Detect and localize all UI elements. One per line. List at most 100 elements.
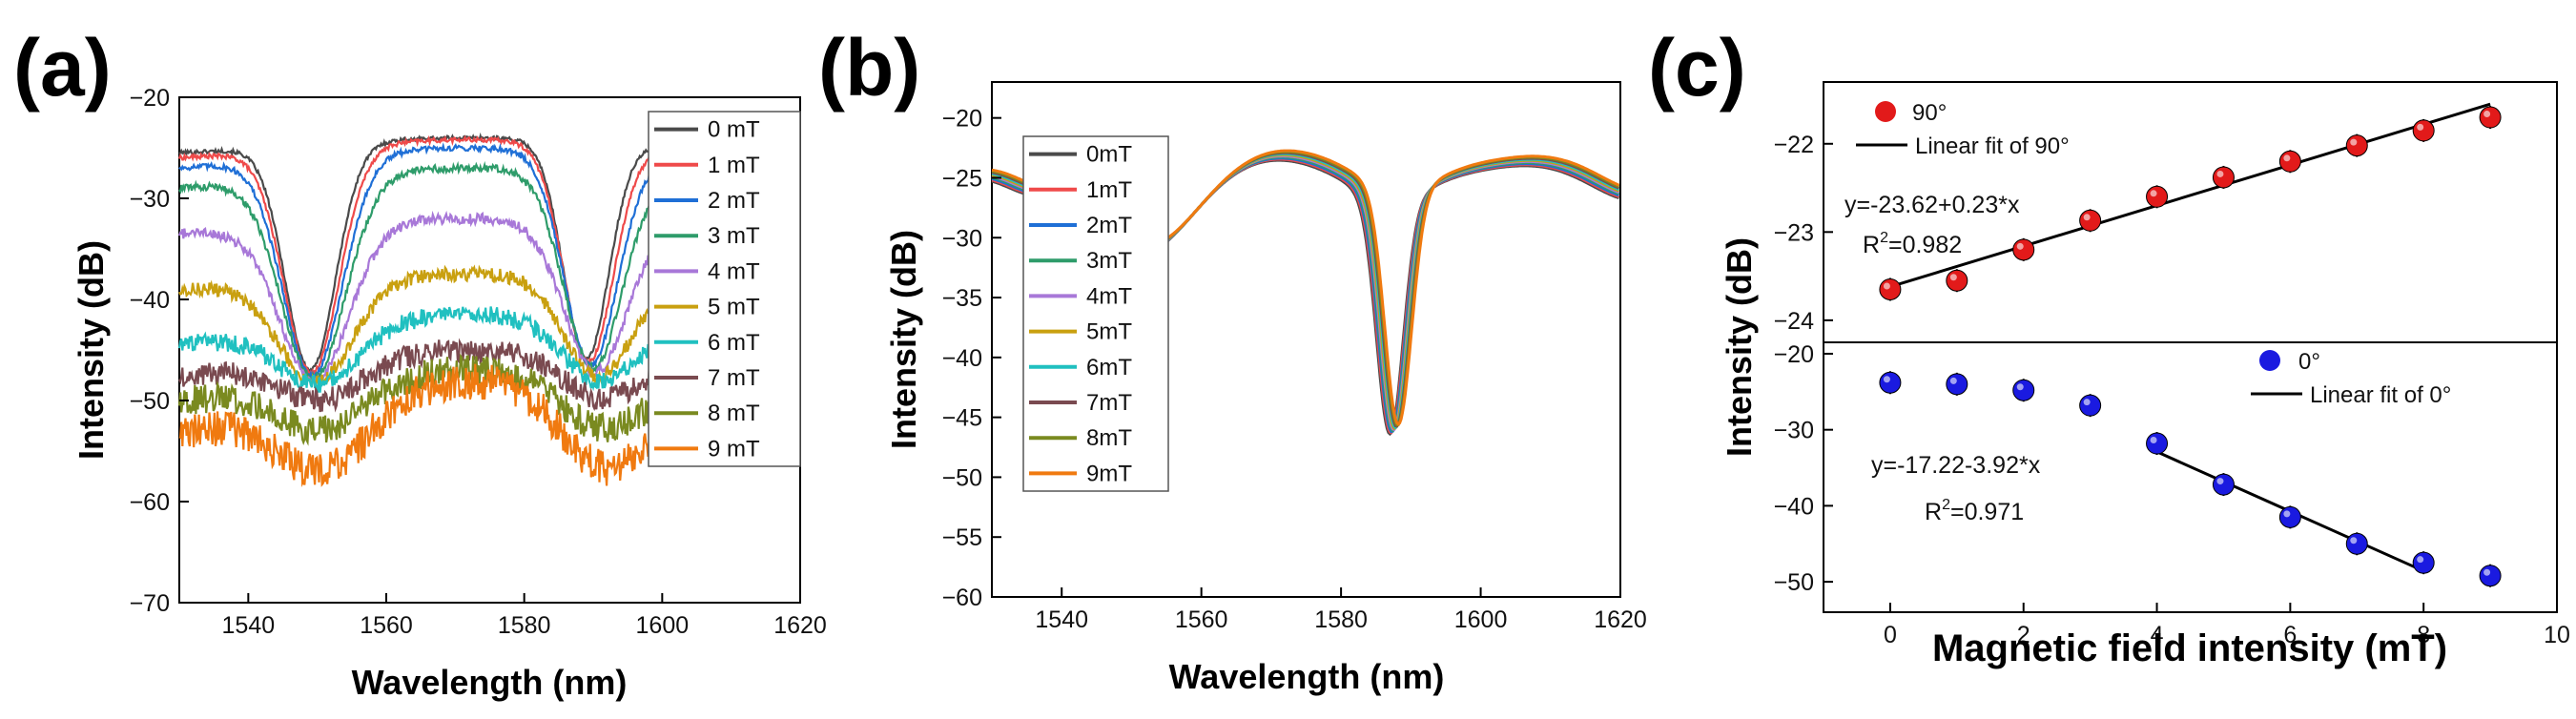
panel-a-legend-label: 7 mT	[708, 365, 760, 391]
panel-c-90-point-highlight	[1949, 274, 1957, 281]
panel-c-90-point	[2012, 238, 2035, 261]
panel-b-chart: 1540 1560 1580 1600 1620 −20 −25 −30 −35 −40 −45 −5…	[884, 81, 1647, 696]
panel-a-ylabel: Intensity (dB)	[72, 240, 111, 460]
panel-a-legend-label: 9 mT	[708, 436, 760, 462]
panel-c-90-point-highlight	[2417, 123, 2424, 131]
panel-c-90-point	[2146, 185, 2169, 208]
panel-b-legend-label: 3mT	[1086, 248, 1132, 274]
panel-c-90-point-highlight	[2483, 111, 2491, 118]
panel-a-legend-label: 0 mT	[708, 117, 760, 143]
legend-90-label: 90°	[1912, 100, 1947, 126]
equation-90: y=-23.62+0.23*x	[1844, 192, 2020, 218]
panel-c-0-point	[1946, 373, 1968, 396]
panel-c-90-point	[2345, 134, 2368, 157]
panel-c-0-point	[2479, 565, 2502, 587]
panel-a-ytick-label: −30	[130, 186, 170, 213]
panel-a-ytick-label: −50	[130, 388, 170, 415]
panel-c-bottom-ytick-label: −40	[1774, 493, 1814, 520]
panel-a-chart: 1540 1560 1580 1600 1620 −20 −30 −40 −50 −60 −70 0…	[72, 85, 827, 702]
legend-90-fit-label: Linear fit of 90°	[1915, 134, 2070, 159]
panel-b-legend-label: 9mT	[1086, 461, 1132, 486]
panel-c-0-point-highlight	[2016, 383, 2024, 391]
panel-c-0-point-highlight	[2150, 437, 2157, 444]
panel-c-90-point	[2412, 119, 2435, 142]
panel-a-legend-label: 5 mT	[708, 295, 760, 320]
panel-c-chart: −24 −23 −22 0 2 4 6 8 10 −20 −30 −40 −50 90° Linear …	[1720, 81, 2570, 669]
panel-a-legend: 0 mT 1 mT 2 mT 3 mT 4 mT 5 mT 6 mT 7 mT 8 mT 9 mT	[648, 111, 801, 467]
panel-b-legend-label: 1mT	[1086, 177, 1132, 203]
panel-a-xtick-label: 1560	[360, 612, 413, 639]
r2-90: R2=0.982	[1863, 230, 1962, 258]
panel-c-90-point-highlight	[2016, 242, 2024, 250]
panel-a-xtick-label: 1580	[498, 612, 551, 639]
panel-b-ytick-label: −20	[942, 106, 982, 133]
panel-c-top-ytick-label: −23	[1774, 219, 1814, 246]
panel-c-90-point-highlight	[2083, 214, 2091, 221]
panel-c-top-ytick-label: −24	[1774, 308, 1815, 335]
panel-c-0-point	[2278, 505, 2301, 528]
panel-c-90-point	[1879, 277, 1902, 300]
panel-b-legend-label: 7mT	[1086, 390, 1132, 416]
legend-0-fit-label: Linear fit of 0°	[2310, 382, 2451, 408]
panel-c-90-point	[2212, 166, 2235, 189]
panel-c-bottom-xtick-label: 6	[2283, 622, 2297, 648]
panel-a-ytick-label: −20	[130, 85, 170, 112]
panel-a-xtick-label: 1600	[636, 612, 690, 639]
panel-c-90-point	[2079, 209, 2102, 232]
panel-c-90-point-highlight	[2283, 154, 2291, 162]
panel-c-90-point-highlight	[2350, 138, 2358, 146]
panel-b-ticks: 1540 1560 1580 1600 1620 −20 −25 −30 −35 −40 −45 −5…	[942, 106, 1647, 633]
panel-c-90-point	[2278, 150, 2301, 173]
panel-c-0-point	[2079, 394, 2102, 417]
panel-label-c: (c)	[1648, 23, 1746, 113]
panel-c-top-ytick-label: −22	[1774, 132, 1814, 158]
panel-c-points	[1879, 106, 2502, 587]
panel-a-ytick-label: −60	[130, 489, 170, 516]
panel-c-ylabel: Intensity (dB)	[1720, 237, 1759, 457]
r2-0: R2=0.971	[1925, 497, 2024, 525]
panel-b-xtick-label: 1560	[1175, 606, 1228, 633]
panel-c-0-point	[2412, 551, 2435, 574]
panel-c-0-point-highlight	[1883, 376, 1890, 383]
panel-a-legend-label: 3 mT	[708, 223, 760, 249]
panel-b-xtick-label: 1620	[1594, 606, 1647, 633]
panel-c-90-point	[2479, 106, 2502, 129]
panel-a-legend-label: 6 mT	[708, 330, 760, 356]
equation-0: y=-17.22-3.92*x	[1871, 452, 2041, 479]
panel-c-0-point-highlight	[1949, 377, 1957, 384]
panel-label-a: (a)	[13, 23, 112, 113]
panel-b-legend-label: 6mT	[1086, 355, 1132, 380]
panel-a-xtick-label: 1540	[222, 612, 276, 639]
panel-c-0-point	[2012, 379, 2035, 401]
panel-c-0-point-highlight	[2483, 568, 2491, 576]
panel-b-ytick-label: −40	[942, 345, 982, 372]
panel-b-ytick-label: −35	[942, 285, 982, 312]
panel-c-bottom-xtick-label: 2	[2017, 622, 2030, 648]
panel-label-b: (b)	[818, 23, 920, 113]
panel-b-legend: 0mT 1mT 2mT 3mT 4mT 5mT 6mT 7mT 8mT 9mT	[1022, 135, 1169, 492]
panel-b-ytick-label: −30	[942, 225, 982, 252]
panel-c-xlabel: Magnetic field intensity (mT)	[1932, 627, 2447, 669]
panel-c-bottom-xtick-label: 10	[2544, 622, 2570, 648]
panel-c-90-point-highlight	[1883, 282, 1890, 290]
panel-b-ytick-label: −60	[942, 585, 982, 611]
panel-c-0-point	[2212, 473, 2235, 496]
panel-b-frame	[991, 81, 1621, 598]
panel-a-legend-label: 2 mT	[708, 188, 760, 214]
panel-c-0-point-highlight	[2283, 510, 2291, 518]
panel-c-90-point-highlight	[2150, 190, 2157, 197]
panel-c-bottom-xtick-label: 4	[2151, 622, 2164, 648]
panel-c-0-point	[1879, 371, 1902, 394]
panel-a-xlabel: Wavelength (nm)	[352, 663, 628, 702]
panel-b-legend-label: 2mT	[1086, 213, 1132, 238]
legend-0-label: 0°	[2298, 349, 2320, 375]
panel-c-0-point-highlight	[2083, 399, 2091, 406]
panel-c-frame	[1823, 81, 2558, 613]
panel-b-legend-label: 5mT	[1086, 319, 1132, 345]
panel-a-legend-box	[648, 111, 801, 467]
panel-b-legend-label: 0mT	[1086, 142, 1132, 168]
panel-c-90-fit-line	[1889, 102, 2491, 289]
panel-c-0-point-highlight	[2350, 537, 2358, 544]
panel-b-legend-label: 8mT	[1086, 425, 1132, 451]
